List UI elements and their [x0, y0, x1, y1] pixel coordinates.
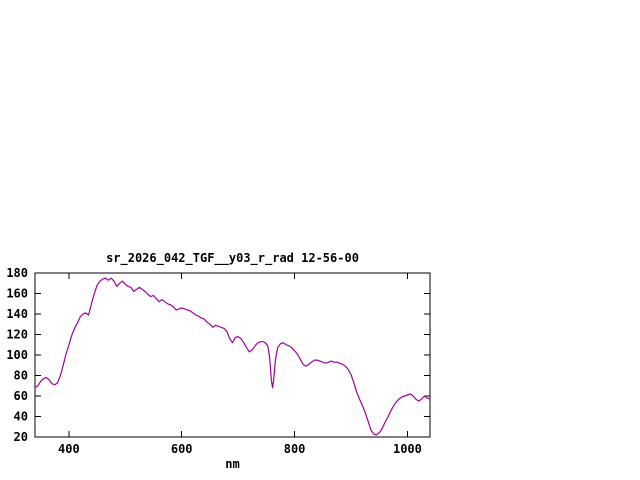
y-tick-label: 100	[6, 348, 28, 362]
y-tick-label: 120	[6, 328, 28, 342]
plot-border	[34, 272, 431, 438]
x-tick-label: 600	[171, 442, 193, 456]
x-axis-label: nm	[225, 457, 240, 471]
x-tick-label: 1000	[393, 442, 422, 456]
y-tick-label: 60	[14, 389, 28, 403]
y-tick-label: 80	[14, 369, 28, 383]
x-tick-label: 400	[58, 442, 80, 456]
x-tick-label: 800	[284, 442, 306, 456]
y-tick-label: 40	[14, 410, 28, 424]
y-tick-label: 20	[14, 430, 28, 444]
spectrum-line	[34, 277, 431, 436]
y-tick-label: 160	[6, 287, 28, 301]
y-tick-label: 140	[6, 307, 28, 321]
chart-title: sr_2026_042_TGF__y03_r_rad 12-56-00	[106, 251, 359, 265]
y-tick-label: 180	[6, 266, 28, 280]
